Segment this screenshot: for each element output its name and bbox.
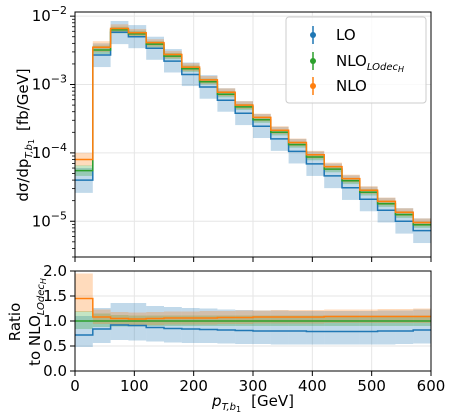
main-lines bbox=[75, 27, 431, 232]
legend-label-nlo: NLO bbox=[336, 77, 367, 95]
ratio-band-lo-bin-0 bbox=[75, 316, 93, 347]
main-y-tick-label-−3: 10−3 bbox=[32, 73, 67, 94]
main-ylabel-main: dσ/dp bbox=[14, 159, 32, 202]
x-tick-label-400: 400 bbox=[298, 377, 327, 395]
main-y-tick-label-base: 10 bbox=[32, 7, 51, 25]
legend-label-nlo-lodec-main: NLO bbox=[336, 52, 367, 70]
ratio-band-lo-bin-14 bbox=[324, 311, 342, 345]
x-axis-title: pT,b1 [GeV] bbox=[211, 392, 294, 414]
main-line-nlo bbox=[75, 27, 431, 224]
ratio-y-tick-label-2: 1.0 bbox=[43, 312, 67, 330]
ratio-band-lo-bin-19 bbox=[413, 309, 431, 344]
legend: LO NLOLOdecH NLO bbox=[285, 16, 427, 104]
main-y-axis-title: dσ/dpT,b1 [fb/GeV] bbox=[14, 68, 36, 201]
main-ylabel-sub: T,b bbox=[24, 144, 35, 158]
main-panel: 10−510−410−310−2 LO NLOLOdecH NLO dσ/dpT… bbox=[14, 4, 432, 262]
legend-label-lo: LO bbox=[336, 26, 356, 44]
legend-label-nlo-lodec: NLOLOdecH bbox=[336, 52, 404, 74]
ratio-band-lo-bin-9 bbox=[235, 310, 253, 344]
ratio-y-tick-label-4: 2.0 bbox=[43, 262, 67, 280]
main-y-tick-label-exp: −4 bbox=[51, 141, 67, 154]
ratio-band-lo-bin-15 bbox=[342, 311, 360, 345]
main-y-tick-label-exp: −3 bbox=[51, 73, 67, 86]
ratio-band-lo-bin-13 bbox=[306, 311, 325, 345]
ratio-band-lo-bin-18 bbox=[395, 310, 414, 344]
main-y-tick-label-−2: 10−2 bbox=[32, 4, 67, 25]
main-y-tick-label-base: 10 bbox=[32, 76, 51, 94]
main-ylabel-unit: [fb/GeV] bbox=[14, 68, 32, 131]
main-y-tick-label-exp: −5 bbox=[51, 209, 67, 222]
ratio-lines bbox=[75, 297, 431, 336]
ratio-ticks: 0.0 0.5 1.0 1.5 2.0 0 100 200 300 400 500 600 bbox=[43, 262, 445, 395]
legend-marker-lo bbox=[310, 32, 316, 38]
ratio-ylabel-subsub: H bbox=[39, 278, 48, 284]
legend-entry-nlo-lodec: NLOLOdecH bbox=[310, 52, 404, 74]
main-y-tick-label-−4: 10−4 bbox=[32, 141, 67, 162]
ratio-band-lo-bin-5 bbox=[164, 307, 182, 343]
legend-entry-lo: LO bbox=[310, 26, 356, 44]
x-tick-label-600: 600 bbox=[417, 377, 446, 395]
ratio-line-lo bbox=[75, 324, 431, 336]
ratio-band-lo-bin-4 bbox=[146, 306, 164, 342]
main-y-tick-label-base: 10 bbox=[32, 212, 51, 230]
ratio-y-tick-label-0: 0.0 bbox=[43, 362, 67, 380]
x-tick-label-200: 200 bbox=[179, 377, 208, 395]
xlabel-main: p bbox=[211, 392, 222, 410]
ratio-band-lo-bin-12 bbox=[288, 311, 307, 345]
legend-marker-nlo-lodec bbox=[310, 58, 316, 64]
main-y-tick-label-−5: 10−5 bbox=[32, 209, 67, 230]
legend-label-nlo-lodec-sub: LOdec bbox=[367, 62, 399, 73]
x-tick-label-300: 300 bbox=[239, 377, 268, 395]
ratio-ylabel-sub: LOdec bbox=[36, 284, 47, 316]
x-tick-label-0: 0 bbox=[70, 377, 80, 395]
ratio-y-tick-label-3: 1.5 bbox=[43, 287, 67, 305]
xlabel-sub: T,b bbox=[222, 402, 236, 413]
ratio-band-lo-bin-11 bbox=[270, 310, 289, 345]
ratio-band-lo-bin-17 bbox=[377, 310, 396, 345]
ratio-line-nlo bbox=[75, 297, 431, 320]
main-y-tick-label-exp: −2 bbox=[51, 4, 67, 17]
ratio-band-nlo-lodec-h-bin-0 bbox=[75, 311, 93, 329]
main-ticks: 10−510−410−310−2 bbox=[32, 4, 432, 262]
ratio-y-axis-title-line1: Ratio bbox=[6, 303, 24, 342]
ratio-y-tick-label-1: 0.5 bbox=[43, 337, 67, 355]
xlabel-subsub: 1 bbox=[236, 405, 241, 414]
ratio-band-lo-bin-16 bbox=[359, 311, 378, 345]
ratio-plot-frame bbox=[74, 270, 432, 372]
main-y-tick-label-base: 10 bbox=[32, 144, 51, 162]
legend-box bbox=[285, 16, 427, 104]
ratio-panel: 0.0 0.5 1.0 1.5 2.0 0 100 200 300 400 500 600 Ratio… bbox=[6, 262, 445, 414]
legend-marker-nlo bbox=[310, 83, 316, 89]
x-tick-label-100: 100 bbox=[120, 377, 149, 395]
ratio-band-lo-bin-10 bbox=[253, 310, 271, 344]
ratio-ylabel-main: to NLO bbox=[26, 315, 44, 366]
main-ylabel-subsub: 1 bbox=[27, 139, 36, 144]
x-tick-label-500: 500 bbox=[357, 377, 386, 395]
ratio-band-lo-bin-7 bbox=[199, 308, 218, 343]
ratio-y-axis-title-line2: to NLOLOdecH bbox=[26, 278, 48, 366]
main-plot-frame bbox=[74, 11, 432, 258]
xlabel-unit: [GeV] bbox=[251, 392, 294, 410]
ratio-band-lo-bin-6 bbox=[181, 308, 200, 343]
ratio-band-nlo-bin-0 bbox=[75, 273, 93, 312]
legend-entry-nlo: NLO bbox=[310, 77, 367, 95]
legend-label-nlo-lodec-subsub: H bbox=[398, 65, 404, 74]
